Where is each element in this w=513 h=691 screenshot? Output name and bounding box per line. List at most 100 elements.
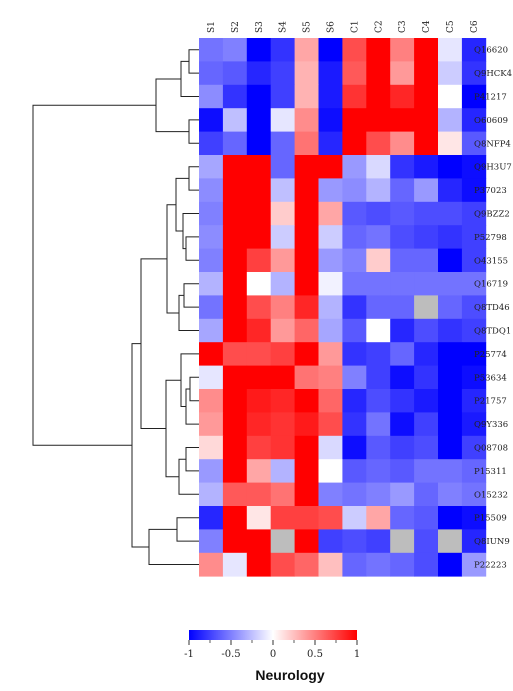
dendrogram-branch (188, 49, 199, 74)
colorbar-tick-label: -0.5 (221, 649, 240, 660)
dendrogram-branch (182, 213, 199, 250)
heatmap-cell (414, 201, 439, 226)
heatmap-cell (222, 318, 248, 343)
heatmap-cell (461, 342, 487, 366)
heatmap-cell (366, 131, 391, 156)
heatmap-cell (294, 178, 319, 203)
heatmap-cell (318, 178, 343, 203)
heatmap-cell (438, 412, 463, 437)
heatmap-cell (342, 225, 367, 249)
heatmap-cell (318, 435, 343, 460)
heatmap-cell (318, 61, 343, 86)
heatmap-cell (294, 412, 319, 437)
column-header: C1 (350, 20, 360, 33)
colorbar-tick-label: 0 (270, 649, 276, 660)
heatmap-cell (461, 38, 487, 62)
heatmap-cell (366, 178, 391, 203)
heatmap-cell (270, 225, 295, 249)
row-label: P21757 (474, 397, 507, 407)
heatmap-cell (270, 155, 295, 179)
heatmap-cell (390, 61, 415, 86)
heatmap-cell (270, 84, 295, 109)
heatmap-cell (270, 38, 295, 62)
heatmap-cell (222, 131, 248, 156)
heatmap-cell (246, 108, 272, 132)
heatmap-cell (318, 201, 343, 226)
heatmap-cell (438, 318, 463, 343)
heatmap-cell (390, 38, 415, 62)
heatmap-cell (294, 155, 319, 179)
heatmap-cell (270, 248, 295, 273)
heatmap-cell (199, 318, 224, 343)
heatmap-cell (438, 365, 463, 390)
heatmap-cell (246, 272, 272, 296)
heatmap-cell (270, 272, 295, 296)
column-header: C3 (398, 20, 408, 33)
row-label: P22223 (474, 561, 507, 571)
heatmap-cell (199, 38, 224, 62)
dendrogram-branch (176, 517, 199, 542)
heatmap-cell (414, 272, 439, 296)
dendrogram-branch (32, 104, 156, 446)
heatmap-cell (390, 178, 415, 203)
heatmap-cell (414, 529, 439, 554)
heatmap-cell (222, 552, 248, 577)
heatmap-cell (414, 61, 439, 86)
heatmap-cell (270, 459, 295, 483)
heatmap-cell (390, 435, 415, 460)
dendrogram-branch (180, 60, 199, 97)
heatmap-cell (246, 178, 272, 203)
heatmap-cell (461, 84, 487, 109)
heatmap-cell (461, 389, 487, 413)
row-label: Q8NFP4 (474, 139, 511, 149)
heatmap-cell (342, 529, 367, 554)
row-label: P15509 (474, 514, 507, 524)
row-label: Q8IUN9 (474, 537, 510, 547)
heatmap-cell (294, 272, 319, 296)
colorbar-gradient (189, 630, 357, 640)
heatmap-cell (461, 131, 487, 156)
heatmap-cell (199, 389, 224, 413)
heatmap-cell (414, 482, 439, 507)
heatmap-cell (366, 365, 391, 390)
heatmap-cell (438, 506, 463, 530)
heatmap-cell (438, 131, 463, 156)
heatmap-cell (246, 435, 272, 460)
heatmap-cell (342, 84, 367, 109)
row-label: P53634 (474, 373, 507, 383)
dendrogram-branch (188, 119, 199, 144)
heatmap-cell (199, 225, 224, 249)
heatmap-cell (342, 38, 367, 62)
dendrogram-branch (155, 78, 189, 133)
heatmap-cell (246, 295, 272, 320)
colorbar: -1 -0.5 0 0.5 1 Neurology (184, 630, 360, 683)
row-label: O15232 (474, 490, 508, 500)
heatmap-cell (366, 38, 391, 62)
heatmap-cell (342, 435, 367, 460)
heatmap-cell (318, 506, 343, 530)
heatmap-cell (438, 295, 463, 320)
heatmap-cell (414, 342, 439, 366)
heatmap-cell (438, 61, 463, 86)
heatmap-cell (342, 318, 367, 343)
heatmap-cell (270, 61, 295, 86)
heatmap-cell (342, 506, 367, 530)
heatmap-cell (414, 365, 439, 390)
heatmap-cell (390, 342, 415, 366)
heatmap-cell (199, 342, 224, 366)
heatmap-cell (294, 131, 319, 156)
heatmap-cell (366, 225, 391, 249)
heatmap-cell (270, 529, 295, 554)
heatmap-cell (414, 389, 439, 413)
heatmap-cell (294, 529, 319, 554)
heatmap-cell (246, 38, 272, 62)
heatmap-cell (342, 155, 367, 179)
column-header: C4 (422, 20, 432, 33)
heatmap-cell (390, 506, 415, 530)
row-label: Q16620 (474, 46, 508, 56)
colorbar-tick-label: 0.5 (307, 649, 323, 660)
heatmap-cell (461, 412, 487, 437)
heatmap-cell (414, 412, 439, 437)
row-label: Q8TD46 (474, 303, 510, 313)
